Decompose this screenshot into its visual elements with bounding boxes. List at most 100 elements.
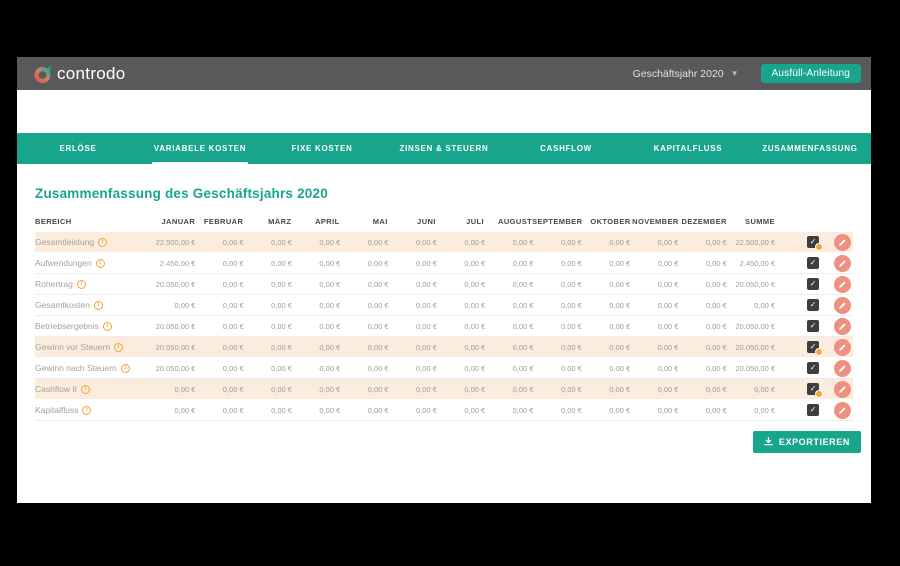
cell-month-value: 0,00 € [340,280,388,289]
row-checkbox[interactable]: ✓ [807,404,819,416]
edit-button[interactable] [834,297,851,314]
edit-button[interactable] [834,276,851,293]
row-actions: ✓ [775,381,853,398]
cell-month-value: 0,00 € [630,343,678,352]
cell-month-value: 0,00 € [582,238,630,247]
fiscal-year-label: Geschäftsjahr 2020 [633,68,724,80]
info-icon[interactable]: i [114,343,123,352]
cell-month-value: 0,00 € [534,238,582,247]
column-header-dezember: DEZEMBER [679,217,727,226]
cell-month-value: 0,00 € [630,406,678,415]
cell-month-value: 0,00 € [147,406,195,415]
tab-cashflow[interactable]: CASHFLOW [505,133,627,164]
cell-month-value: 0,00 € [244,322,292,331]
fiscal-year-dropdown[interactable]: Geschäftsjahr 2020 ▼ [633,68,739,80]
row-label-text: Kapitalfluss [35,405,78,415]
cell-month-value: 0,00 € [582,385,630,394]
info-icon[interactable]: i [77,280,86,289]
row-label-text: Gesamtkosten [35,300,90,310]
cell-month-value: 0,00 € [485,301,533,310]
cell-month-value: 0,00 € [582,406,630,415]
row-checkbox[interactable]: ✓ [807,341,819,353]
edit-button[interactable] [834,381,851,398]
cell-month-value: 0,00 € [244,301,292,310]
row-checkbox[interactable]: ✓ [807,320,819,332]
cell-month-value: 0,00 € [485,280,533,289]
cell-month-value: 0,00 € [437,364,485,373]
column-header-juni: JUNI [388,217,436,226]
tab-label: CASHFLOW [540,144,592,153]
row-checkbox[interactable]: ✓ [807,383,819,395]
column-header-märz: MÄRZ [243,217,291,226]
tab-fixe-kosten[interactable]: FIXE KOSTEN [261,133,383,164]
cell-month-value: 0,00 € [195,259,243,268]
pencil-icon [838,301,847,310]
cell-month-value: 0,00 € [534,280,582,289]
edit-button[interactable] [834,339,851,356]
download-icon [764,437,773,447]
logo-text: controdo [57,64,126,84]
notification-badge [815,348,823,356]
info-icon[interactable]: i [81,385,90,394]
cell-month-value: 0,00 € [340,406,388,415]
table-body: Gesamtleistungi22.500,00 €0,00 €0,00 €0,… [35,232,853,421]
cell-month-value: 0,00 € [244,280,292,289]
info-icon[interactable]: i [82,406,91,415]
info-icon[interactable]: i [121,364,130,373]
logo: controdo [33,63,126,84]
cell-month-value: 0,00 € [292,259,340,268]
info-icon[interactable]: i [94,301,103,310]
tab-zinsen-steuern[interactable]: ZINSEN & STEUERN [383,133,505,164]
cell-month-value: 0,00 € [292,301,340,310]
row-checkbox[interactable]: ✓ [807,299,819,311]
row-label: Cashflow IIi [35,384,147,394]
column-header-september: SEPTEMBER [532,217,582,226]
cell-month-value: 0,00 € [340,343,388,352]
row-label-text: Betriebsergebnis [35,321,99,331]
cell-month-value: 0,00 € [534,364,582,373]
row-checkbox[interactable]: ✓ [807,236,819,248]
row-label: Betriebsergebnis i [35,321,147,331]
export-button[interactable]: EXPORTIEREN [753,431,861,453]
header-actions: Geschäftsjahr 2020 ▼ Ausfüll-Anleitung [633,64,861,83]
edit-button[interactable] [834,318,851,335]
column-header-august: AUGUST [484,217,532,226]
edit-button[interactable] [834,255,851,272]
table-row: Betriebsergebnisi20.050,00 €0,00 €0,00 €… [35,316,853,337]
cell-month-value: 0,00 € [244,406,292,415]
tab-bar: ERLÖSEVARIABELE KOSTENFIXE KOSTENZINSEN … [17,133,871,164]
edit-button[interactable] [834,360,851,377]
cell-month-value: 0,00 € [147,301,195,310]
table-header-row: BEREICHJANUARFEBRUARMÄRZAPRILMAIJUNIJULI… [35,213,853,229]
tab-label: KAPITALFLUSS [654,144,723,153]
row-checkbox[interactable]: ✓ [807,278,819,290]
tab-erlöse[interactable]: ERLÖSE [17,133,139,164]
cell-month-value: 0,00 € [244,343,292,352]
guide-button[interactable]: Ausfüll-Anleitung [761,64,861,83]
cell-month-value: 20.050,00 € [147,280,195,289]
cell-month-value: 0,00 € [485,343,533,352]
cell-month-value: 0,00 € [678,259,726,268]
row-checkbox[interactable]: ✓ [807,257,819,269]
tab-kapitalfluss[interactable]: KAPITALFLUSS [627,133,749,164]
row-checkbox[interactable]: ✓ [807,362,819,374]
cell-month-value: 0,00 € [678,301,726,310]
info-icon[interactable]: i [103,322,112,331]
tab-zusammenfassung[interactable]: ZUSAMMENFASSUNG [749,133,871,164]
cell-month-value: 0,00 € [437,385,485,394]
cell-month-value: 0,00 € [630,280,678,289]
pencil-icon [838,259,847,268]
info-icon[interactable]: i [98,238,107,247]
cell-month-value: 0,00 € [630,301,678,310]
column-header-bereich: BEREICH [35,217,147,226]
tab-label: ZUSAMMENFASSUNG [762,144,857,153]
info-icon[interactable]: i [96,259,105,268]
edit-button[interactable] [834,234,851,251]
edit-button[interactable] [834,402,851,419]
cell-month-value: 0,00 € [244,385,292,394]
cell-month-value: 0,00 € [389,343,437,352]
cell-month-value: 0,00 € [195,385,243,394]
cell-month-value: 0,00 € [582,301,630,310]
cell-summe: 0,00 € [727,385,775,394]
tab-variabele-kosten[interactable]: VARIABELE KOSTEN [139,133,261,164]
